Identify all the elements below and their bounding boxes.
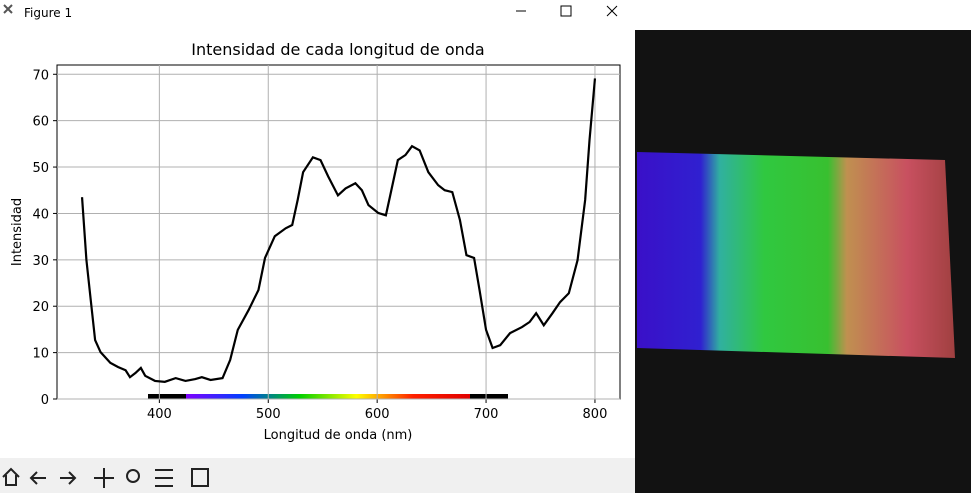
y-tick-label: 60 (32, 115, 49, 130)
plot-area (56, 64, 621, 400)
home-button[interactable] (2, 467, 20, 486)
y-tick-label: 20 (32, 300, 49, 315)
data-line (80, 78, 597, 383)
x-tick-label: 500 (256, 407, 281, 422)
zoom-button[interactable] (126, 469, 140, 483)
y-axis-label: Intensidad (10, 198, 25, 266)
y-tick-label: 70 (32, 68, 49, 83)
forward-button[interactable] (60, 471, 77, 485)
pan-button[interactable] (94, 468, 114, 488)
x-tick-label: 600 (365, 407, 390, 422)
spectrum-bar-left (148, 394, 186, 399)
y-tick-label: 0 (41, 393, 49, 408)
image-header (635, 0, 971, 30)
x-tick-label: 700 (474, 407, 499, 422)
maximize-button[interactable] (560, 5, 572, 17)
x-tick-label: 400 (147, 407, 172, 422)
y-tick-label: 50 (32, 161, 49, 176)
y-tick-label: 10 (32, 347, 49, 362)
spectrum-bar (186, 394, 470, 399)
x-tick-label: 800 (583, 407, 608, 422)
spectrum-bar-right (470, 394, 508, 399)
close-button[interactable] (606, 5, 618, 17)
toolbar (0, 458, 635, 493)
chart-title: Intensidad de cada longitud de onda (191, 40, 484, 59)
configure-button[interactable] (155, 469, 173, 487)
y-tick-label: 30 (32, 254, 49, 269)
window-title: Figure 1 (24, 6, 72, 20)
y-tick-label: 40 (32, 207, 49, 222)
spectrum-band (637, 152, 955, 358)
back-button[interactable] (29, 471, 46, 485)
x-axis-label: Longitud de onda (nm) (264, 428, 413, 443)
app-icon (3, 4, 13, 14)
save-button[interactable] (191, 468, 209, 487)
